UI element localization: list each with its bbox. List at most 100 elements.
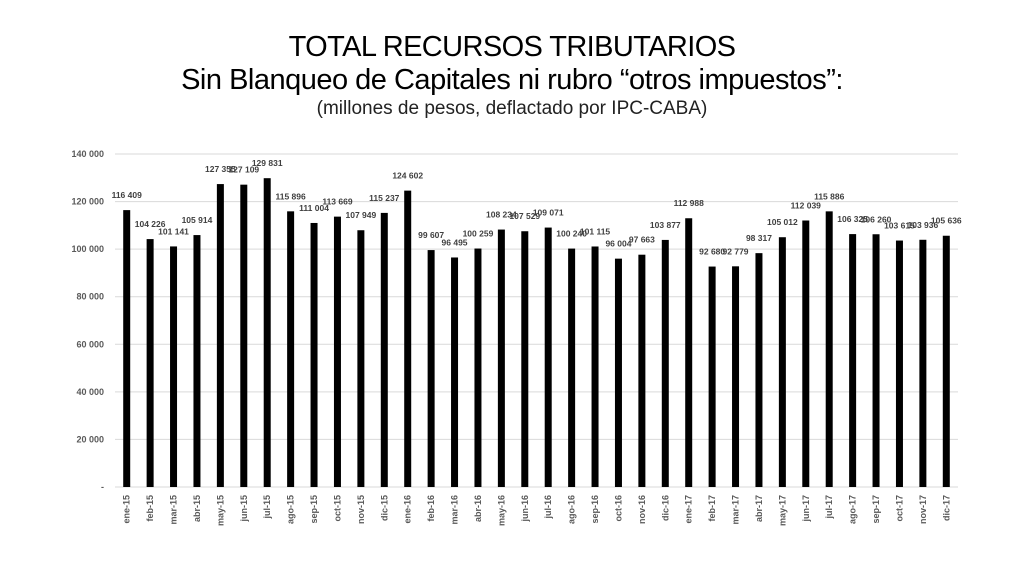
- data-label: 107 529: [509, 211, 540, 221]
- data-label: 106 260: [861, 214, 892, 224]
- x-tick-label: sep-15: [309, 495, 319, 524]
- bar: [755, 253, 763, 487]
- y-tick-label: 140 000: [71, 149, 104, 159]
- data-label: 129 831: [252, 158, 283, 168]
- bar: [685, 218, 693, 487]
- x-tick-label: mar-15: [169, 495, 179, 525]
- x-tick-label: feb-16: [426, 495, 436, 522]
- bar: [849, 234, 857, 487]
- gridlines: [115, 153, 958, 488]
- bar: [497, 229, 505, 488]
- x-tick-label: jul-15: [262, 495, 272, 520]
- title-block: TOTAL RECURSOS TRIBUTARIOS Sin Blanqueo …: [0, 30, 1024, 122]
- data-label: 109 071: [533, 208, 564, 218]
- data-label: 105 914: [182, 215, 213, 225]
- x-tick-label: abr-16: [473, 495, 483, 522]
- data-label: 127 109: [228, 165, 259, 175]
- x-tick-label: nov-17: [918, 495, 928, 524]
- bar: [170, 246, 178, 487]
- y-tick-label: 100 000: [71, 244, 104, 254]
- data-label: 96 004: [605, 239, 631, 249]
- bar: [708, 266, 716, 487]
- data-label: 92 779: [723, 246, 749, 256]
- x-tick-label: nov-15: [356, 495, 366, 524]
- bar: [872, 234, 880, 487]
- x-tick-label: sep-17: [871, 495, 881, 524]
- bar: [825, 211, 833, 487]
- bar: [333, 216, 341, 487]
- data-label: 96 495: [442, 237, 468, 247]
- data-label: 99 607: [418, 230, 444, 240]
- x-tick-label: may-15: [215, 495, 225, 526]
- bar: [568, 248, 576, 487]
- data-label: 98 317: [746, 233, 772, 243]
- x-tick-label: feb-17: [707, 495, 717, 522]
- data-label: 104 226: [135, 219, 166, 229]
- data-label: 107 949: [346, 210, 377, 220]
- x-tick-label: abr-15: [192, 495, 202, 522]
- x-tick-label: may-16: [496, 495, 506, 526]
- chart-title: TOTAL RECURSOS TRIBUTARIOS: [288, 31, 736, 63]
- y-tick-label: 80 000: [76, 292, 104, 302]
- bar: [263, 178, 271, 488]
- bar: [404, 190, 412, 487]
- x-tick-label: sep-16: [590, 495, 600, 524]
- y-tick-label: -: [101, 482, 104, 492]
- x-tick-label: mar-16: [450, 495, 460, 525]
- bar: [216, 184, 224, 488]
- x-tick-label: jun-16: [520, 495, 530, 523]
- y-tick-label: 60 000: [76, 339, 104, 349]
- data-label: 113 669: [322, 197, 353, 207]
- x-tick-label: oct-17: [894, 495, 904, 522]
- data-label: 108 234: [486, 210, 517, 220]
- x-tick-label: abr-17: [754, 495, 764, 522]
- bar: [521, 231, 529, 487]
- x-tick-label: dic-16: [660, 495, 670, 521]
- x-tick-label: ene-16: [403, 495, 413, 524]
- data-label: 115 896: [275, 191, 306, 201]
- bar: [591, 246, 599, 487]
- x-axis-ticks: ene-15 feb-15 mar-15 abr-15 may-15 jun-15 jul-…: [122, 495, 952, 526]
- x-tick-label: ago-17: [848, 495, 858, 524]
- bar: [357, 230, 365, 487]
- data-label: 115 886: [814, 191, 845, 201]
- bar: [240, 184, 248, 487]
- x-tick-label: ene-15: [122, 495, 132, 524]
- bar: [919, 239, 927, 487]
- y-tick-label: 20 000: [76, 434, 104, 444]
- bar: [778, 237, 786, 487]
- x-tick-label: jul-17: [824, 495, 834, 520]
- bar: [123, 210, 131, 487]
- data-label: 103 877: [650, 220, 681, 230]
- data-label: 112 039: [791, 201, 822, 211]
- x-tick-label: oct-16: [613, 495, 623, 522]
- data-label: 111 004: [299, 203, 329, 213]
- bar: [287, 211, 295, 488]
- bar: [802, 220, 810, 487]
- data-label: 97 663: [629, 235, 655, 245]
- bar: [638, 254, 646, 487]
- x-tick-label: ene-17: [684, 495, 694, 524]
- data-label: 101 141: [158, 226, 189, 236]
- bar: [146, 239, 154, 487]
- x-tick-label: oct-15: [332, 495, 342, 522]
- data-label: 105 636: [931, 216, 962, 226]
- bar: [661, 239, 669, 487]
- data-label: 103 936: [908, 220, 939, 230]
- x-tick-label: dic-15: [379, 495, 389, 521]
- data-label: 105 012: [767, 217, 798, 227]
- data-label: 112 988: [674, 198, 705, 208]
- y-axis-ticks: - 20 000 40 000 60 000 80 000 100 000 120 000 1…: [71, 149, 104, 492]
- y-tick-label: 120 000: [71, 197, 104, 207]
- chart-subtitle: Sin Blanqueo de Capitales ni rubro “otro…: [181, 64, 843, 96]
- bar: [544, 227, 552, 487]
- data-label: 100 259: [463, 229, 494, 239]
- data-label: 116 409: [112, 190, 143, 200]
- chart-units-note: (millones de pesos, deflactado por IPC-C…: [316, 98, 708, 119]
- bar: [427, 250, 435, 487]
- bar: [310, 222, 318, 487]
- bar: [380, 212, 388, 487]
- bar: [474, 248, 482, 487]
- bar: [614, 258, 622, 487]
